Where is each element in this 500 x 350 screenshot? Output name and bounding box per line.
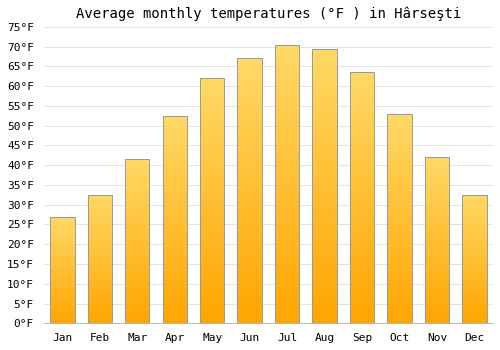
Bar <box>275 44 299 323</box>
Bar <box>88 195 112 323</box>
Bar <box>125 159 150 323</box>
Bar <box>200 78 224 323</box>
Bar <box>50 217 74 323</box>
Bar <box>388 114 411 323</box>
Bar <box>424 157 449 323</box>
Bar <box>350 72 374 323</box>
Bar <box>162 116 187 323</box>
Title: Average monthly temperatures (°F ) in Hârseşti: Average monthly temperatures (°F ) in Hâ… <box>76 7 461 21</box>
Bar <box>462 195 486 323</box>
Bar <box>312 49 336 323</box>
Bar <box>238 58 262 323</box>
